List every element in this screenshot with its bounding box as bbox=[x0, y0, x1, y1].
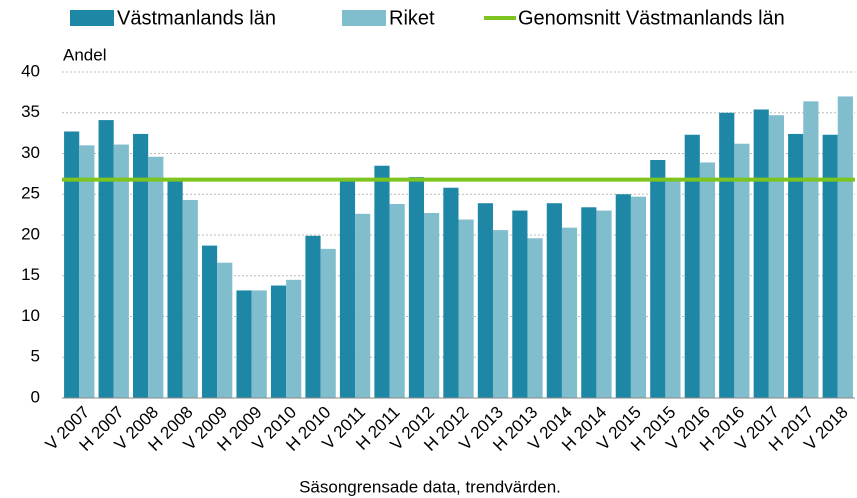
bar bbox=[389, 204, 405, 398]
bar bbox=[684, 134, 700, 398]
bar bbox=[217, 262, 233, 398]
y-axis-label: Andel bbox=[63, 45, 106, 64]
legend-label: Västmanlands län bbox=[117, 7, 276, 29]
bar bbox=[837, 96, 853, 398]
y-tick-label: 30 bbox=[21, 143, 40, 162]
bar bbox=[512, 210, 528, 398]
bar bbox=[788, 133, 804, 398]
bar bbox=[424, 212, 440, 398]
y-tick-label: 15 bbox=[21, 265, 40, 284]
y-tick-label: 10 bbox=[21, 306, 40, 325]
bar bbox=[201, 245, 218, 398]
bar bbox=[734, 143, 750, 398]
bar bbox=[546, 203, 562, 398]
y-tick-label: 40 bbox=[21, 61, 40, 80]
x-axis-label: Säsongrensade data, trendvärden. bbox=[299, 477, 561, 496]
bar bbox=[665, 181, 681, 398]
y-tick-label: 25 bbox=[21, 184, 40, 203]
legend-swatch bbox=[342, 10, 386, 26]
bar bbox=[98, 120, 114, 399]
bar bbox=[305, 235, 321, 398]
bar bbox=[236, 290, 252, 398]
bar bbox=[768, 115, 784, 398]
bar bbox=[408, 177, 425, 398]
bar bbox=[251, 290, 267, 398]
bar bbox=[64, 131, 80, 398]
legend-swatch bbox=[70, 10, 114, 26]
bar bbox=[650, 160, 666, 398]
bar bbox=[561, 227, 578, 398]
bar bbox=[148, 156, 164, 398]
bar bbox=[803, 101, 819, 398]
bar bbox=[719, 112, 735, 398]
legend-label: Riket bbox=[389, 7, 435, 29]
bar bbox=[270, 285, 287, 398]
bar bbox=[630, 196, 647, 398]
bar bbox=[182, 199, 198, 398]
bar bbox=[699, 162, 716, 398]
y-tick-label: 35 bbox=[21, 102, 40, 121]
bar bbox=[355, 213, 371, 398]
bar bbox=[596, 210, 612, 398]
bar bbox=[374, 165, 390, 398]
bar bbox=[753, 109, 769, 399]
bar bbox=[113, 144, 129, 398]
bar bbox=[320, 248, 336, 398]
bar bbox=[527, 238, 543, 398]
bar bbox=[339, 181, 356, 398]
bar bbox=[286, 279, 302, 398]
bar bbox=[458, 219, 474, 398]
bar bbox=[443, 187, 459, 398]
y-tick-label: 5 bbox=[31, 347, 40, 366]
bar bbox=[615, 194, 631, 398]
bar bbox=[477, 203, 493, 398]
bar bbox=[492, 230, 509, 398]
bar bbox=[133, 133, 149, 398]
legend-label: Genomsnitt Västmanlands län bbox=[518, 7, 785, 29]
bar bbox=[581, 207, 597, 398]
y-tick-label: 0 bbox=[31, 387, 40, 406]
bar bbox=[167, 180, 183, 398]
bar bbox=[79, 145, 95, 398]
y-tick-label: 20 bbox=[21, 224, 40, 243]
bar bbox=[822, 134, 838, 398]
